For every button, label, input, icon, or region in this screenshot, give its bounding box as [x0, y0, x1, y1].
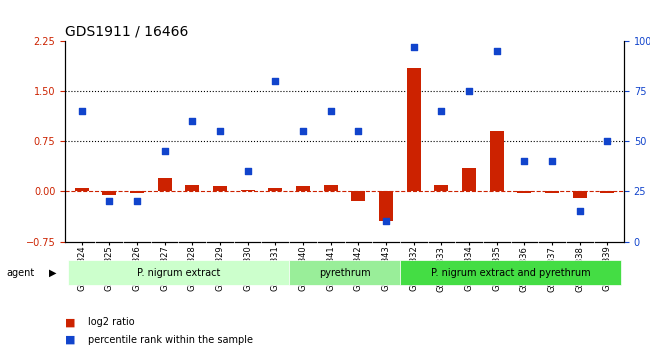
Point	[575, 209, 585, 214]
Point	[242, 169, 253, 174]
Point	[547, 159, 557, 164]
FancyBboxPatch shape	[68, 260, 289, 285]
Bar	[573, 191, 587, 198]
Bar	[213, 186, 227, 191]
Bar	[130, 191, 144, 193]
Point	[602, 139, 612, 144]
Bar	[434, 185, 448, 191]
Point	[270, 79, 281, 84]
Point	[77, 109, 87, 114]
Point	[436, 109, 447, 114]
Bar	[296, 186, 310, 191]
Text: percentile rank within the sample: percentile rank within the sample	[88, 335, 253, 345]
Bar	[324, 185, 337, 191]
Text: agent: agent	[6, 268, 34, 277]
Bar	[379, 191, 393, 221]
Text: ■: ■	[65, 317, 75, 327]
Point	[491, 49, 502, 54]
Point	[408, 45, 419, 50]
Text: P. nigrum extract and pyrethrum: P. nigrum extract and pyrethrum	[431, 268, 590, 277]
Point	[326, 109, 336, 114]
Point	[104, 199, 114, 204]
Bar	[601, 191, 614, 193]
Text: P. nigrum extract: P. nigrum extract	[136, 268, 220, 277]
Text: GDS1911 / 16466: GDS1911 / 16466	[65, 24, 188, 38]
Point	[187, 119, 198, 124]
Bar	[517, 191, 531, 193]
Bar	[268, 188, 282, 191]
Text: pyrethrum: pyrethrum	[318, 268, 370, 277]
Text: ▶: ▶	[49, 268, 57, 277]
Point	[132, 199, 142, 204]
Point	[214, 129, 225, 134]
Bar	[240, 190, 255, 191]
Point	[159, 149, 170, 154]
Point	[464, 89, 474, 94]
Text: log2 ratio: log2 ratio	[88, 317, 135, 327]
Bar	[102, 191, 116, 195]
Bar	[185, 185, 199, 191]
Bar	[490, 131, 504, 191]
Bar	[462, 168, 476, 191]
Bar	[545, 191, 559, 193]
Bar	[158, 178, 172, 191]
Point	[381, 219, 391, 224]
Text: ■: ■	[65, 335, 75, 345]
Point	[353, 129, 363, 134]
FancyBboxPatch shape	[400, 260, 621, 285]
Bar	[407, 68, 421, 191]
Bar	[352, 191, 365, 201]
Bar	[75, 188, 88, 191]
Point	[298, 129, 308, 134]
Point	[519, 159, 530, 164]
FancyBboxPatch shape	[289, 260, 400, 285]
